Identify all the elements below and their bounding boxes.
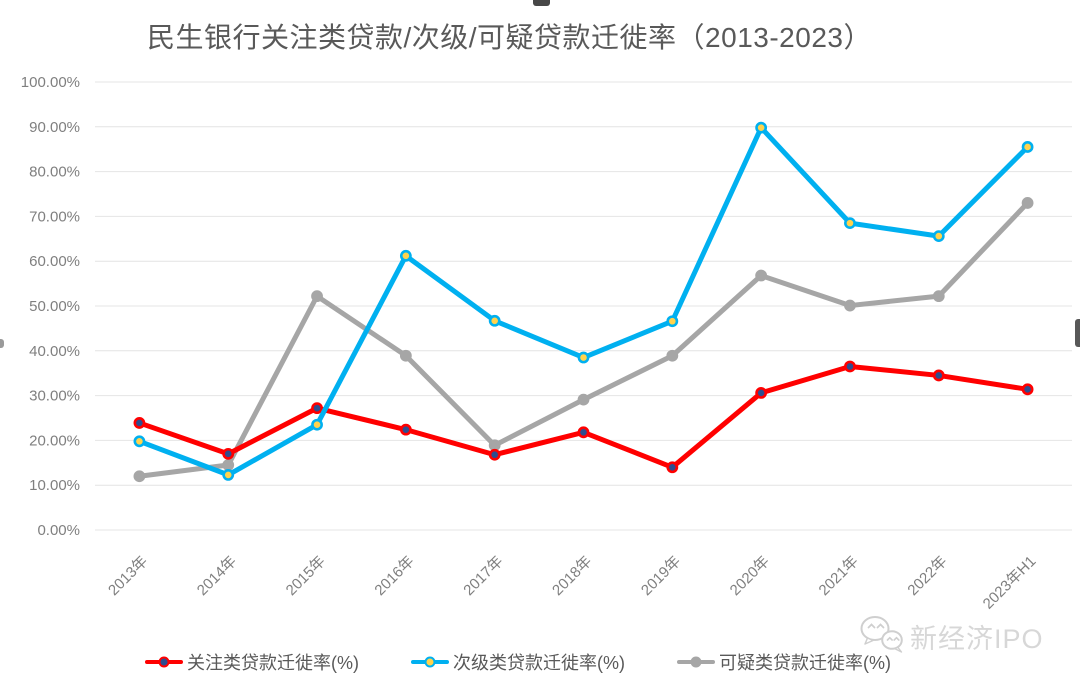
- legend-label: 关注类贷款迁徙率(%): [187, 653, 359, 673]
- legend-item-doubtful-loans: 可疑类贷款迁徙率(%): [677, 649, 891, 675]
- clipped-text-artifact-left: [0, 339, 4, 348]
- series-marker-2: [133, 470, 146, 483]
- series-marker-0: [1021, 383, 1034, 396]
- wechat-icon: [858, 614, 904, 659]
- line-chart: 0.00% 10.00% 20.00% 30.00% 40.00% 50.00% 60.00…: [21, 74, 1072, 613]
- series-marker-1: [488, 314, 501, 327]
- series-marker-0: [577, 426, 590, 439]
- clipped-text-artifact-right: [1075, 319, 1080, 347]
- x-axis-tick-label: 2023年H1: [980, 553, 1040, 613]
- x-axis-tick-label: 2014年: [194, 553, 240, 599]
- series-marker-1: [755, 121, 768, 134]
- series-marker-0: [932, 369, 945, 382]
- y-axis-tick-label: 90.00%: [29, 119, 80, 136]
- x-axis-tick-label: 2020年: [727, 553, 773, 599]
- y-axis-tick-label: 40.00%: [29, 343, 80, 360]
- legend-label: 可疑类贷款迁徙率(%): [719, 653, 891, 673]
- y-axis-tick-label: 70.00%: [29, 208, 80, 225]
- legend-marker-dot: [158, 656, 170, 668]
- series-marker-2: [932, 290, 945, 303]
- series-marker-1: [311, 418, 323, 431]
- series-marker-0: [488, 448, 501, 461]
- chart-legend: 关注类贷款迁徙率(%) 次级类贷款迁徙率(%) 可疑类贷款迁徙率(%): [145, 649, 891, 675]
- series-marker-2: [1021, 197, 1034, 209]
- series-marker-1: [1021, 141, 1034, 153]
- x-axis-tick-label: 2018年: [549, 553, 595, 599]
- x-axis-tick-label: 2021年: [816, 553, 862, 599]
- x-axis-tick-label: 2017年: [460, 553, 506, 599]
- x-axis-tick-label: 2019年: [638, 553, 684, 599]
- watermark-text: 新经济IPO: [910, 624, 1044, 654]
- y-axis-tick-label: 50.00%: [29, 298, 80, 315]
- series-marker-1: [844, 217, 856, 230]
- y-axis-tick-label: 20.00%: [29, 432, 80, 449]
- series-marker-1: [577, 351, 590, 364]
- x-axis-tick-label: 2015年: [283, 553, 329, 599]
- series-marker-1: [222, 468, 235, 481]
- series-marker-0: [755, 387, 768, 399]
- series-marker-2: [399, 349, 412, 362]
- series-marker-2: [844, 299, 856, 312]
- series-marker-2: [311, 290, 323, 303]
- legend-marker-dot: [690, 656, 702, 668]
- watermark: 新经济IPO: [858, 614, 1044, 659]
- legend-item-special-mention-loans: 关注类贷款迁徙率(%): [145, 649, 359, 675]
- series-marker-1: [666, 315, 679, 328]
- legend-marker-dot: [424, 656, 436, 668]
- chart-title: 民生银行关注类贷款/次级/可疑贷款迁徙率（2013-2023）: [147, 22, 872, 53]
- x-axis-tick-label: 2022年: [904, 553, 950, 599]
- series-marker-1: [399, 249, 412, 262]
- series-marker-2: [666, 349, 679, 362]
- legend-line-swatch: [145, 656, 183, 668]
- series-marker-2: [577, 393, 590, 406]
- legend-line-swatch: [411, 656, 449, 668]
- y-axis-tick-label: 0.00%: [37, 522, 80, 539]
- series-marker-2: [222, 459, 235, 471]
- series-marker-0: [844, 360, 856, 373]
- legend-label: 次级类贷款迁徙率(%): [453, 653, 625, 673]
- series-marker-0: [133, 417, 146, 429]
- series-marker-0: [666, 461, 679, 474]
- series-marker-2: [488, 439, 501, 452]
- series-marker-1: [932, 230, 945, 243]
- series-marker-1: [133, 435, 146, 448]
- y-axis-tick-label: 80.00%: [29, 164, 80, 181]
- x-axis-tick-label: 2013年: [105, 553, 151, 599]
- series-marker-0: [222, 447, 235, 460]
- series-marker-0: [311, 402, 323, 415]
- x-axis-tick-label: 2016年: [371, 553, 417, 599]
- legend-item-substandard-loans: 次级类贷款迁徙率(%): [411, 649, 625, 675]
- clipped-text-artifact-top: [533, 0, 550, 6]
- legend-line-swatch: [677, 656, 715, 668]
- series-marker-0: [399, 423, 412, 436]
- y-axis-tick-label: 60.00%: [29, 253, 80, 270]
- y-axis-tick-label: 100.00%: [21, 74, 80, 91]
- series-marker-2: [755, 269, 768, 282]
- y-axis-tick-label: 30.00%: [29, 388, 80, 405]
- y-axis-tick-label: 10.00%: [29, 477, 80, 494]
